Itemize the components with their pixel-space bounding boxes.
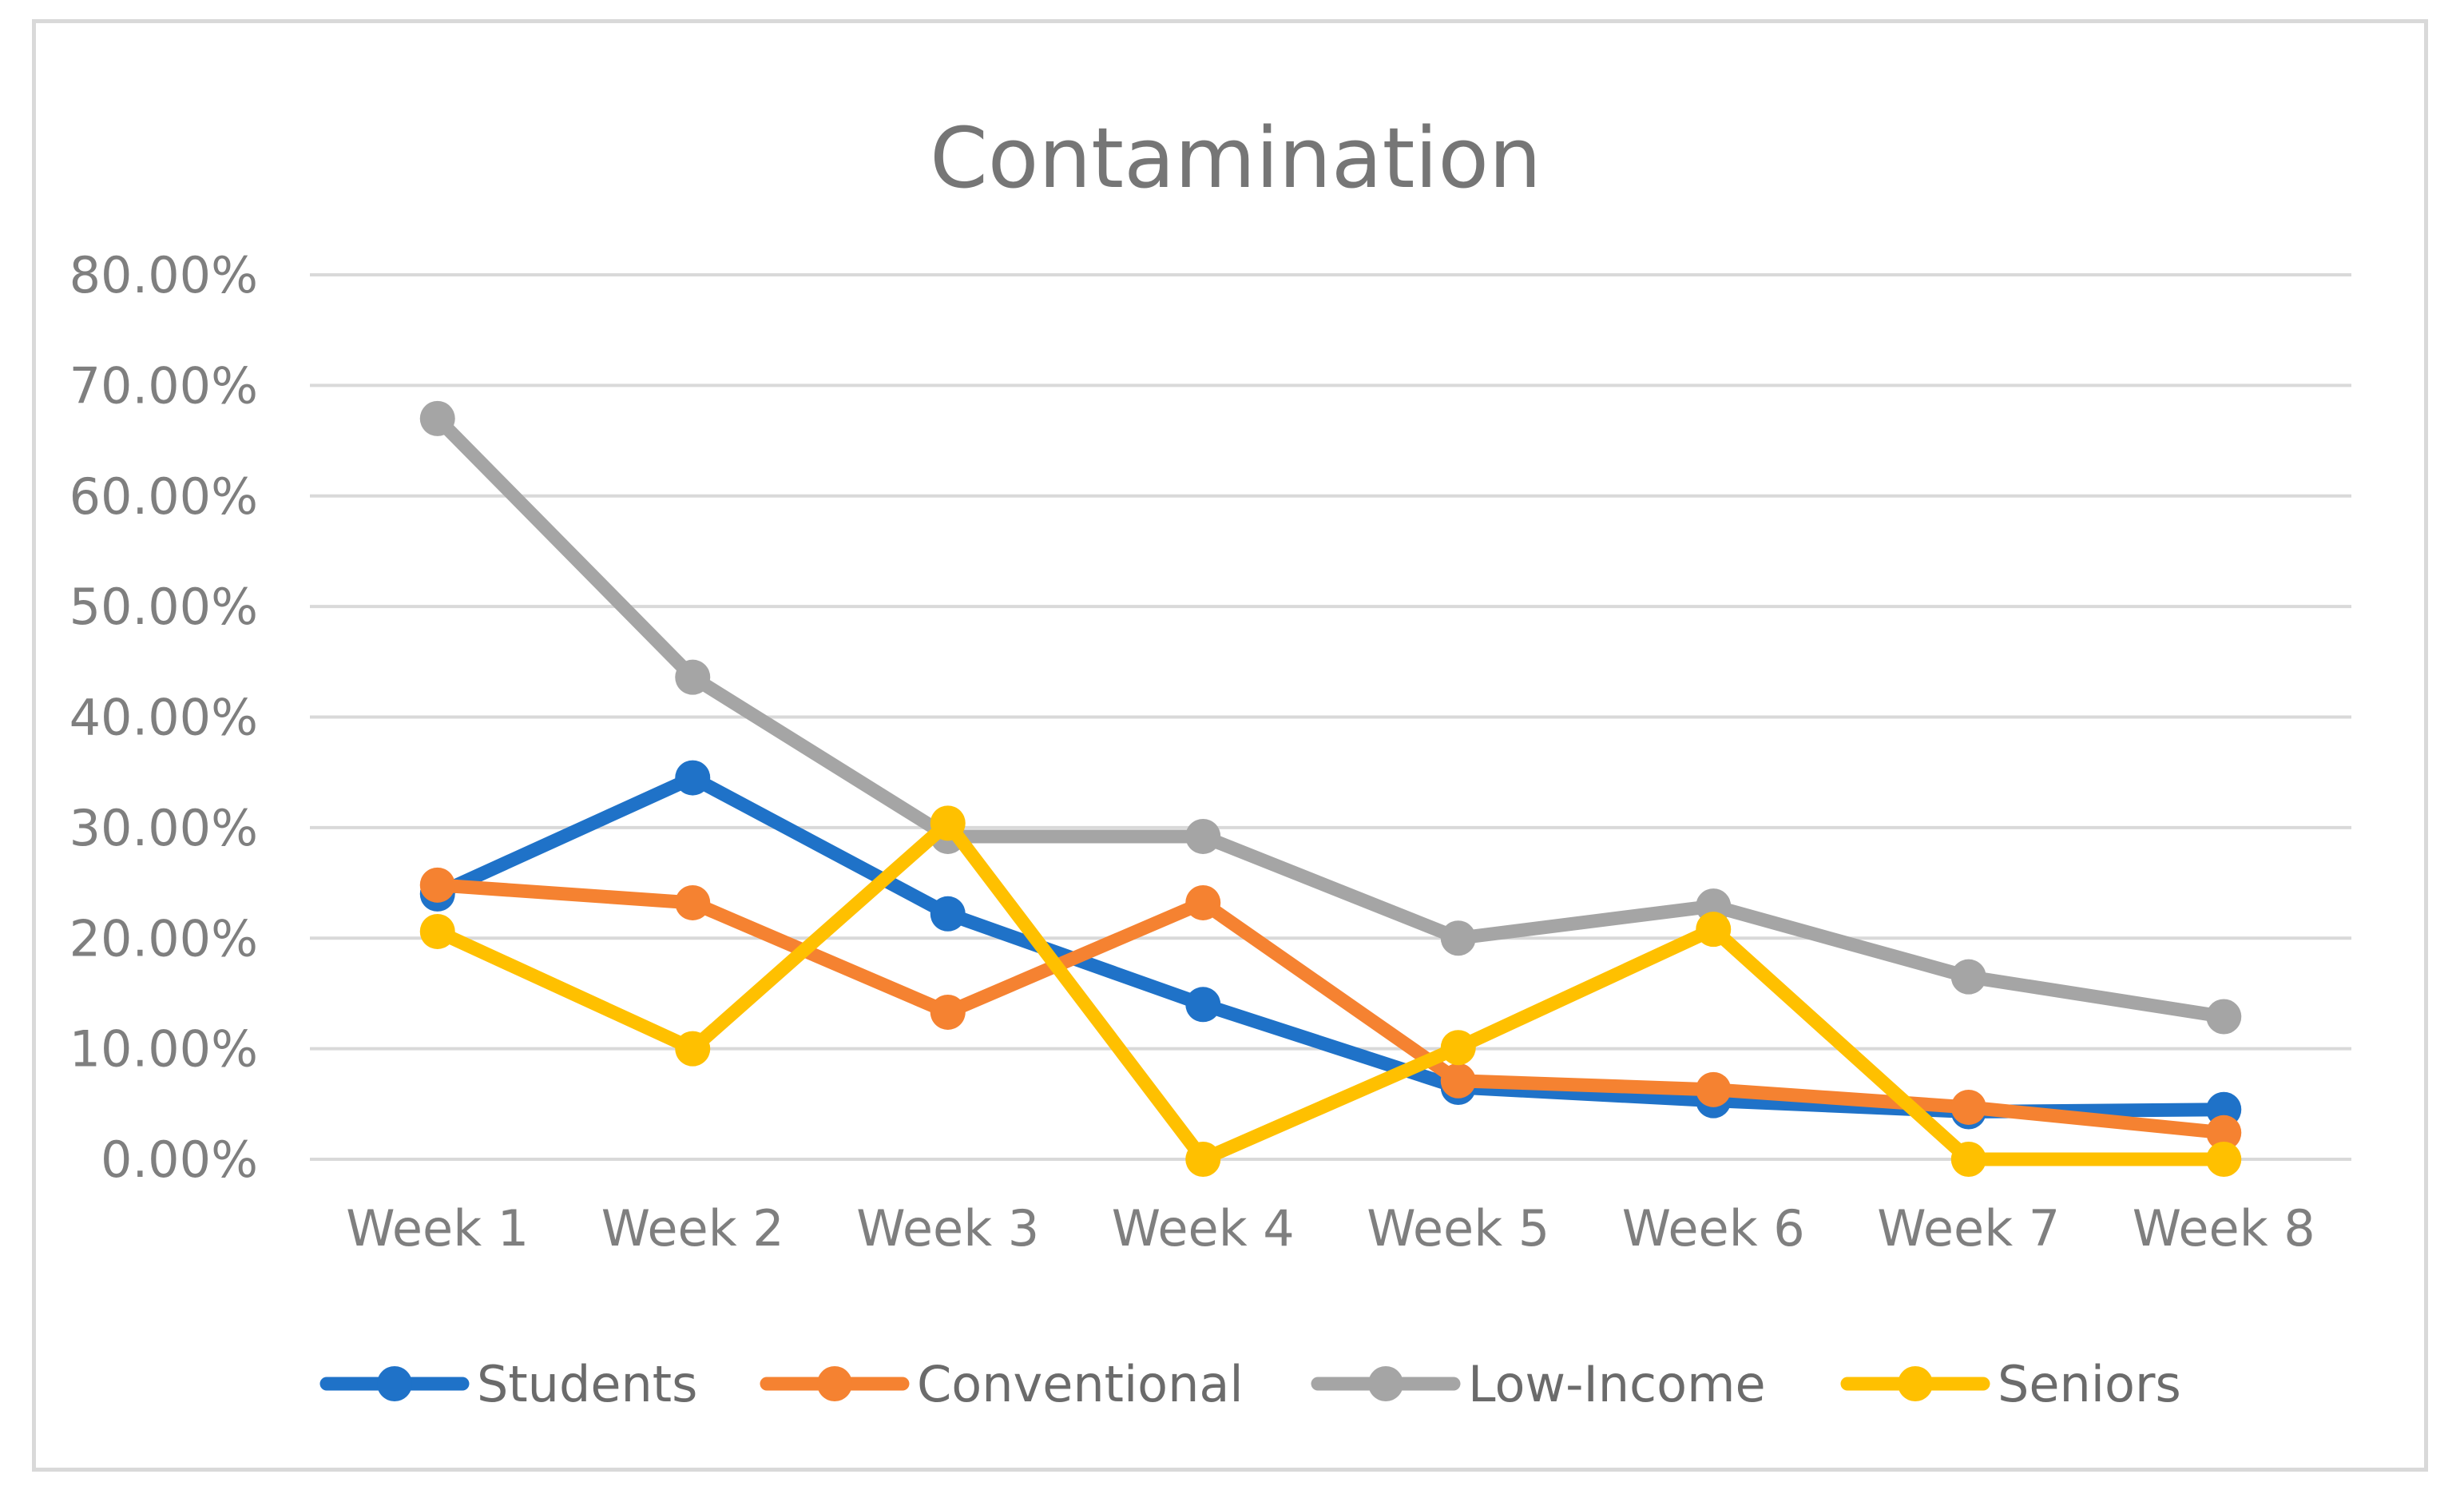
x-tick-label: Week 7 <box>1877 1199 2060 1258</box>
legend-label: Conventional <box>917 1355 1244 1413</box>
x-tick-label: Week 2 <box>601 1199 784 1258</box>
legend-label: Students <box>477 1355 697 1413</box>
data-point <box>1440 1063 1476 1099</box>
y-tick-label: 10.00% <box>69 1020 258 1079</box>
data-point <box>419 867 455 903</box>
data-point <box>419 913 455 949</box>
y-tick-label: 30.00% <box>69 799 258 857</box>
series-seniors <box>419 805 2242 1177</box>
y-tick-label: 50.00% <box>69 578 258 636</box>
data-point <box>2206 1115 2242 1150</box>
data-point <box>930 994 966 1030</box>
data-point <box>675 1031 711 1067</box>
data-point <box>419 400 455 436</box>
x-tick-label: Week 3 <box>856 1199 1039 1258</box>
y-tick-label: 40.00% <box>69 689 258 747</box>
data-point <box>1185 884 1221 920</box>
data-point <box>675 884 711 920</box>
series-conventional <box>419 867 2242 1150</box>
data-point <box>675 760 711 796</box>
data-point <box>1696 1071 1732 1107</box>
data-point <box>930 805 966 841</box>
y-tick-label: 20.00% <box>69 909 258 968</box>
data-point <box>1950 1142 1986 1177</box>
data-point <box>1440 920 1476 956</box>
data-point <box>1440 1030 1476 1066</box>
data-point <box>1696 912 1732 948</box>
x-tick-label: Week 1 <box>346 1199 529 1258</box>
chart-title: Contamination <box>930 109 1541 207</box>
data-point <box>2206 999 2242 1035</box>
series-line <box>431 411 2231 1023</box>
line-chart: Contamination 0.00% 10.00% 20.00% 30.00% 40.… <box>69 109 2351 1413</box>
legend-label: Seniors <box>1998 1355 2181 1413</box>
x-tick-label: Week 8 <box>2133 1199 2315 1258</box>
data-point <box>675 659 711 695</box>
series-students <box>419 760 2242 1130</box>
legend-swatch-marker <box>817 1366 852 1401</box>
chart-frame: Contamination 0.00% 10.00% 20.00% 30.00% 40.… <box>32 19 2428 1472</box>
y-tick-label: 70.00% <box>69 356 258 415</box>
data-point <box>930 896 966 932</box>
x-tick-label: Week 5 <box>1367 1199 1549 1258</box>
data-point <box>2206 1142 2242 1177</box>
legend-swatch-marker <box>1368 1366 1403 1401</box>
series-line <box>431 816 2231 1166</box>
data-point <box>1185 818 1221 854</box>
legend-item: Students <box>319 1355 697 1413</box>
x-tick-label: Week 4 <box>1112 1199 1295 1258</box>
legend-label: Low-Income <box>1468 1355 1766 1413</box>
legend-item: Seniors <box>1840 1355 2181 1413</box>
legend-item: Conventional <box>760 1355 1244 1413</box>
data-point <box>1185 1142 1221 1177</box>
y-tick-label: 80.00% <box>69 246 258 304</box>
legend-item: Low-Income <box>1311 1355 1766 1413</box>
x-tick-label: Week 6 <box>1622 1199 1805 1258</box>
y-tick-label: 60.00% <box>69 467 258 526</box>
data-point <box>1950 959 1986 995</box>
data-point <box>1185 987 1221 1023</box>
series-line <box>431 878 2231 1140</box>
legend-swatch-marker <box>1898 1366 1933 1401</box>
y-tick-label: 0.00% <box>101 1130 258 1189</box>
legend-swatch-marker <box>377 1366 412 1401</box>
data-point <box>1950 1089 1986 1125</box>
